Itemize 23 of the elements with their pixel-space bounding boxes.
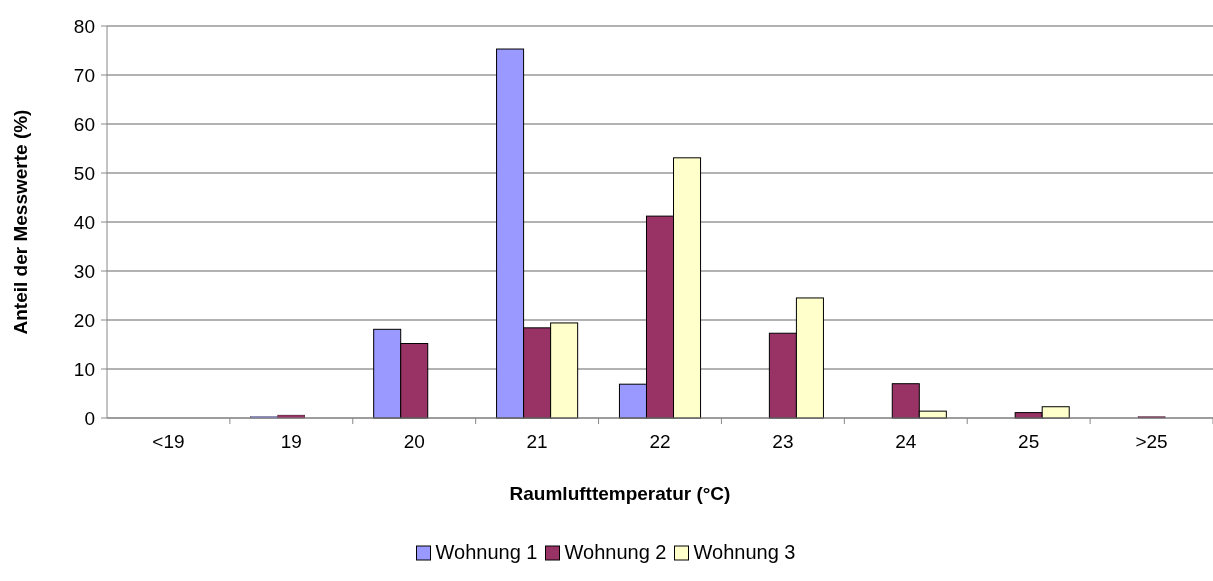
x-tick-label: <19	[152, 431, 185, 452]
x-tick-label: 23	[772, 431, 794, 452]
y-axis-title: Anteil der Messwerte (%)	[10, 109, 31, 335]
x-tick-label: >25	[1135, 431, 1168, 452]
x-tick-label: 25	[1018, 431, 1040, 452]
y-tick-label: 20	[73, 309, 95, 331]
x-tick-label: 22	[649, 431, 671, 452]
y-tick-label: 0	[84, 407, 95, 429]
y-tick-label: 40	[73, 211, 95, 233]
x-tick-label: 24	[895, 431, 917, 452]
y-tick-label: 10	[73, 358, 95, 380]
x-tick-label: 21	[526, 431, 548, 452]
x-tick-label: 19	[280, 431, 302, 452]
legend-label: Wohnung 2	[564, 541, 667, 563]
x-axis-title: Raumlufttemperatur (°C)	[509, 483, 731, 504]
x-tick-label: 20	[403, 431, 425, 452]
y-tick-label: 70	[73, 64, 95, 86]
legend-label: Wohnung 3	[693, 541, 796, 563]
y-tick-label: 60	[73, 113, 95, 135]
y-tick-label: 50	[73, 162, 95, 184]
y-tick-label: 80	[73, 15, 95, 37]
y-tick-label: 30	[73, 260, 95, 282]
legend-label: Wohnung 1	[435, 541, 538, 563]
